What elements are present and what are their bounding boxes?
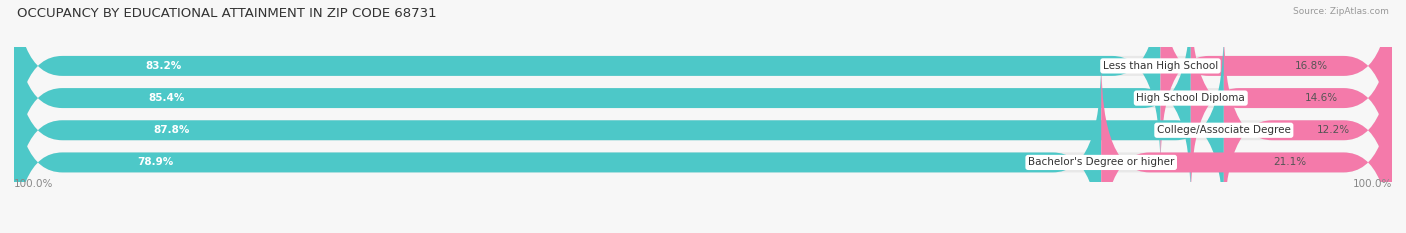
- Text: 100.0%: 100.0%: [14, 178, 53, 188]
- Text: 85.4%: 85.4%: [149, 93, 186, 103]
- FancyBboxPatch shape: [14, 0, 1392, 168]
- FancyBboxPatch shape: [1160, 0, 1392, 168]
- FancyBboxPatch shape: [14, 60, 1392, 233]
- FancyBboxPatch shape: [1223, 28, 1392, 233]
- Text: College/Associate Degree: College/Associate Degree: [1157, 125, 1291, 135]
- FancyBboxPatch shape: [14, 60, 1101, 233]
- Text: Source: ZipAtlas.com: Source: ZipAtlas.com: [1294, 7, 1389, 16]
- Legend: Owner-occupied, Renter-occupied: Owner-occupied, Renter-occupied: [586, 231, 820, 233]
- FancyBboxPatch shape: [14, 0, 1392, 201]
- Text: OCCUPANCY BY EDUCATIONAL ATTAINMENT IN ZIP CODE 68731: OCCUPANCY BY EDUCATIONAL ATTAINMENT IN Z…: [17, 7, 436, 20]
- Text: 21.1%: 21.1%: [1274, 158, 1306, 168]
- Text: 16.8%: 16.8%: [1295, 61, 1327, 71]
- FancyBboxPatch shape: [1191, 0, 1392, 201]
- Text: Bachelor's Degree or higher: Bachelor's Degree or higher: [1028, 158, 1174, 168]
- Text: 78.9%: 78.9%: [138, 158, 173, 168]
- Text: 87.8%: 87.8%: [153, 125, 190, 135]
- Text: High School Diploma: High School Diploma: [1136, 93, 1246, 103]
- Text: 83.2%: 83.2%: [145, 61, 181, 71]
- FancyBboxPatch shape: [14, 0, 1160, 168]
- FancyBboxPatch shape: [14, 28, 1392, 233]
- FancyBboxPatch shape: [14, 28, 1223, 233]
- Text: 100.0%: 100.0%: [1353, 178, 1392, 188]
- Text: 14.6%: 14.6%: [1305, 93, 1339, 103]
- Text: 12.2%: 12.2%: [1316, 125, 1350, 135]
- FancyBboxPatch shape: [14, 0, 1191, 201]
- FancyBboxPatch shape: [1101, 60, 1392, 233]
- Text: Less than High School: Less than High School: [1102, 61, 1218, 71]
